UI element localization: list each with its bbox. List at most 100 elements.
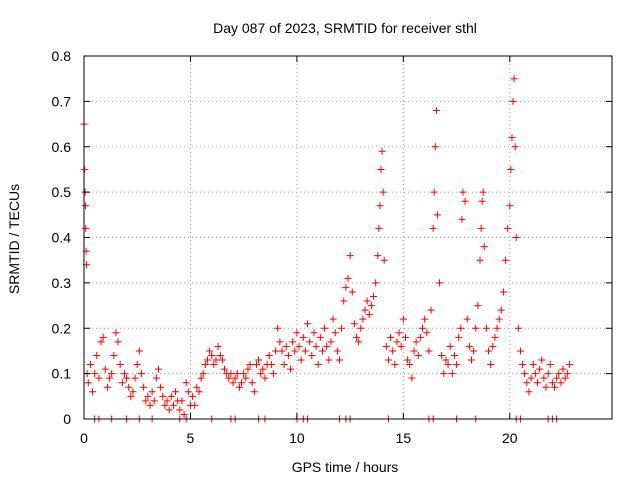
data-point bbox=[453, 361, 461, 369]
data-point bbox=[84, 379, 92, 387]
data-point bbox=[212, 356, 220, 364]
data-point bbox=[540, 374, 548, 382]
data-point bbox=[406, 361, 414, 369]
data-point bbox=[180, 410, 188, 418]
data-point bbox=[284, 351, 292, 359]
data-point bbox=[304, 320, 312, 328]
data-point bbox=[506, 202, 514, 210]
data-point bbox=[301, 347, 309, 355]
data-point bbox=[382, 342, 390, 350]
data-point bbox=[133, 361, 141, 369]
data-point bbox=[458, 215, 466, 223]
data-point bbox=[310, 329, 318, 337]
data-point bbox=[197, 374, 205, 382]
y-tick-label: 0.6 bbox=[52, 139, 72, 155]
data-point bbox=[404, 356, 412, 364]
data-point bbox=[267, 361, 275, 369]
x-axis-label: GPS time / hours bbox=[292, 459, 399, 475]
data-point bbox=[387, 333, 395, 341]
data-point bbox=[372, 279, 380, 287]
data-point bbox=[106, 374, 114, 382]
data-point bbox=[489, 342, 497, 350]
data-point bbox=[333, 347, 341, 355]
data-point bbox=[357, 324, 365, 332]
data-point bbox=[108, 370, 116, 378]
data-point bbox=[504, 224, 512, 232]
data-point bbox=[259, 365, 267, 373]
data-point bbox=[306, 338, 314, 346]
data-point bbox=[342, 283, 350, 291]
data-point bbox=[218, 356, 226, 364]
data-point bbox=[172, 388, 180, 396]
data-point bbox=[274, 324, 282, 332]
data-point bbox=[99, 333, 107, 341]
data-point bbox=[393, 338, 401, 346]
data-point bbox=[152, 374, 160, 382]
data-point bbox=[414, 351, 422, 359]
data-point bbox=[120, 370, 128, 378]
data-point bbox=[376, 202, 384, 210]
data-point bbox=[533, 379, 541, 387]
data-point bbox=[551, 383, 559, 391]
data-point bbox=[344, 274, 352, 282]
y-tick-label: 0.7 bbox=[52, 93, 72, 109]
data-point bbox=[509, 97, 517, 105]
data-point bbox=[269, 370, 277, 378]
data-point bbox=[272, 347, 280, 355]
data-point bbox=[436, 279, 444, 287]
data-point bbox=[159, 392, 167, 400]
data-point bbox=[276, 338, 284, 346]
data-point bbox=[112, 329, 120, 337]
data-point bbox=[374, 252, 382, 260]
data-point bbox=[127, 392, 135, 400]
data-point bbox=[282, 342, 290, 350]
data-point bbox=[327, 338, 335, 346]
data-point bbox=[86, 361, 94, 369]
data-point bbox=[299, 333, 307, 341]
data-point bbox=[321, 324, 329, 332]
data-point bbox=[193, 383, 201, 391]
data-point bbox=[221, 365, 229, 373]
data-point bbox=[231, 374, 239, 382]
data-point bbox=[416, 333, 424, 341]
data-point bbox=[353, 333, 361, 341]
data-point bbox=[227, 370, 235, 378]
data-point bbox=[350, 320, 358, 328]
data-point bbox=[480, 243, 488, 251]
data-point bbox=[561, 374, 569, 382]
x-tick-label: 20 bbox=[502, 430, 518, 446]
data-point bbox=[257, 370, 265, 378]
data-point bbox=[438, 351, 446, 359]
data-point bbox=[103, 383, 111, 391]
data-point bbox=[493, 324, 501, 332]
data-point bbox=[538, 356, 546, 364]
data-point bbox=[89, 388, 97, 396]
data-point bbox=[542, 383, 550, 391]
data-point bbox=[216, 351, 224, 359]
data-point bbox=[511, 143, 519, 151]
data-point bbox=[446, 342, 454, 350]
data-point bbox=[375, 224, 383, 232]
data-point bbox=[450, 351, 458, 359]
data-point bbox=[380, 256, 388, 264]
data-point bbox=[250, 388, 258, 396]
data-point bbox=[419, 324, 427, 332]
x-tick-label: 5 bbox=[187, 430, 195, 446]
data-point bbox=[318, 347, 326, 355]
data-point bbox=[527, 374, 535, 382]
data-point bbox=[433, 211, 441, 219]
data-point bbox=[427, 306, 435, 314]
data-point bbox=[163, 397, 171, 405]
data-point bbox=[508, 134, 516, 142]
y-tick-label: 0.3 bbox=[52, 275, 72, 291]
data-point bbox=[129, 388, 137, 396]
data-point bbox=[114, 338, 122, 346]
data-point bbox=[355, 338, 363, 346]
data-point bbox=[116, 361, 124, 369]
data-point bbox=[548, 379, 556, 387]
data-point bbox=[410, 347, 418, 355]
data-point bbox=[95, 374, 103, 382]
data-point bbox=[289, 338, 297, 346]
data-point bbox=[519, 361, 527, 369]
data-point bbox=[280, 361, 288, 369]
